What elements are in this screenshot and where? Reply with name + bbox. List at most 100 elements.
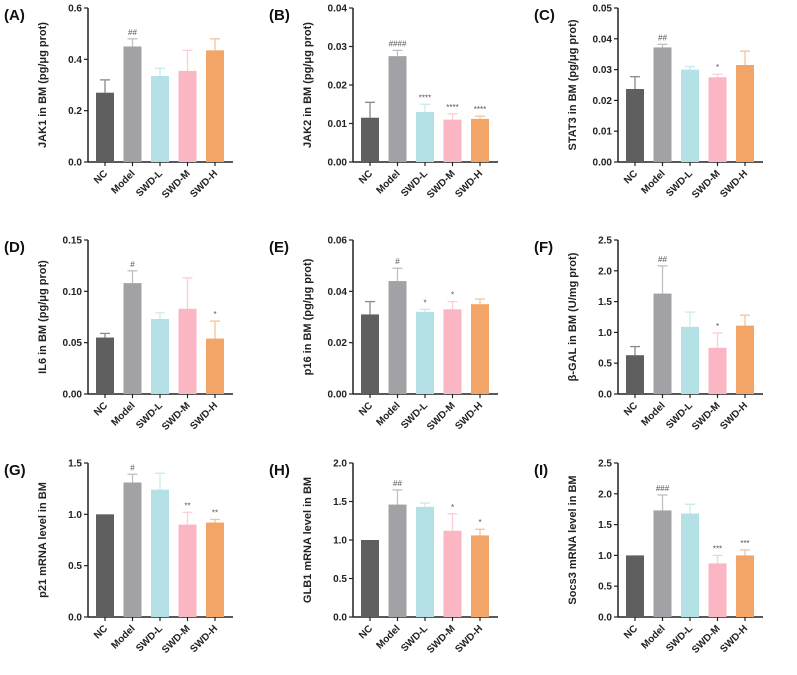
bar-nc [361,117,379,162]
chart-panel-6: (G) p21 mRNA level in BM 0.0 0.5 1.0 1.5 NC # Mo… [4,459,233,656]
bar-nc [626,555,644,617]
x-tick-label: NC [622,623,640,641]
x-tick-label: NC [622,400,640,418]
bar-nc [96,514,114,617]
x-tick-label: SWD-M [690,623,723,656]
y-tick-label: 0.5 [598,359,612,370]
bar-swd-m [443,309,462,394]
bar-swd-h [206,338,224,394]
y-tick-label: 2.5 [598,236,612,247]
bar-model [388,281,407,394]
y-tick-label: 1.5 [598,520,612,531]
y-tick-label: 0.04 [328,4,348,15]
chart-panel-7: (H) GLB1 mRNA level in BM 0.0 0.5 1.0 1.5 2.0 N… [269,459,498,656]
y-tick-label: 0.10 [63,287,83,298]
significance-mark: * [716,322,719,331]
bar-swd-m [178,308,197,394]
significance-mark: ## [128,28,137,37]
y-tick-label: 0.00 [593,158,613,169]
x-tick-label: Model [109,623,137,651]
bar-swd-l [681,326,699,394]
bar-nc [361,540,379,617]
y-axis-label: JAK1 in BM (pg/μg prot) [37,22,49,148]
significance-mark: ## [658,33,667,42]
bar-nc [361,314,379,394]
chart-panel-8: (I) Socs3 mRNA level in BM 0.0 0.5 1.0 1.5 2.0… [534,459,763,656]
x-tick-label: NC [622,168,640,186]
y-tick-label: 0.05 [63,338,83,349]
y-tick-label: 0.00 [328,158,348,169]
x-tick-label: SWD-H [718,168,750,200]
chart-panel-2: (C) STAT3 in BM (pg/μg prot) 0.00 0.01 0.02 0… [534,4,763,201]
significance-mark: #### [389,39,407,48]
y-tick-label: 0.00 [63,390,83,401]
bar-swd-m [443,119,462,162]
x-tick-label: SWD-M [160,623,193,656]
y-tick-label: 0.03 [593,65,613,76]
x-tick-label: SWD-H [453,623,485,655]
significance-mark: * [451,291,454,300]
bar-swd-l [416,311,434,394]
bar-swd-h [471,118,489,162]
y-axis-label: p16 in BM (pg/μg prot) [302,258,314,375]
y-tick-label: 1.0 [598,551,612,562]
bar-swd-l [416,111,434,162]
bar-swd-m [708,77,727,162]
y-tick-label: 0.0 [333,613,347,624]
bar-swd-l [151,319,169,394]
panel-label: (F) [534,239,553,256]
significance-mark: ** [212,508,218,517]
panel-label: (A) [4,7,25,24]
significance-mark: ** [184,501,190,510]
y-axis-label: JAK2 in BM (pg/μg prot) [302,22,314,148]
bar-model [123,482,142,617]
significance-mark: * [716,63,719,72]
x-tick-label: SWD-M [425,623,458,656]
y-tick-label: 0.06 [328,236,348,247]
bar-swd-l [416,506,434,617]
y-tick-label: 1.5 [598,297,612,308]
y-tick-label: 0.0 [68,158,82,169]
y-tick-label: 0.03 [328,42,348,53]
y-tick-label: 0.04 [593,34,613,45]
bar-swd-m [178,70,197,162]
y-tick-label: 2.5 [598,459,612,470]
x-tick-label: SWD-H [718,400,750,432]
significance-mark: * [213,310,216,319]
x-tick-label: Model [109,168,137,196]
significance-mark: # [130,260,135,269]
panel-label: (I) [534,462,548,479]
chart-panel-0: (A) JAK1 in BM (pg/μg prot) 0.0 0.2 0.4 0.6 NC… [4,4,233,201]
x-tick-label: Model [639,623,667,651]
y-tick-label: 0.02 [593,96,613,107]
significance-mark: **** [419,93,431,102]
x-tick-label: Model [639,400,667,428]
bar-swd-h [206,50,224,162]
chart-panel-4: (E) p16 in BM (pg/μg prot) 0.00 0.02 0.04 0.0… [269,236,498,433]
chart-panel-3: (D) IL6 in BM (pg/μg prot) 0.00 0.05 0.10 0.1… [4,236,233,433]
y-tick-label: 0.5 [333,574,347,585]
y-tick-label: 2.0 [333,459,347,470]
y-tick-label: 2.0 [598,489,612,500]
y-axis-label: GLB1 mRNA level in BM [302,477,314,603]
significance-mark: *** [713,544,722,553]
y-tick-label: 0.01 [328,119,348,130]
bar-swd-h [736,325,754,394]
y-tick-label: 0.0 [68,613,82,624]
x-tick-label: NC [357,400,375,418]
bar-model [653,293,672,394]
x-tick-label: NC [92,168,110,186]
y-tick-label: 0.0 [598,390,612,401]
bar-swd-h [206,522,224,617]
y-axis-label: p21 mRNA level in BM [37,482,49,598]
panel-label: (G) [4,462,26,479]
significance-mark: * [423,298,426,307]
y-tick-label: 1.5 [68,459,82,470]
x-tick-label: Model [109,400,137,428]
significance-mark: **** [474,105,486,114]
x-tick-label: SWD-H [453,400,485,432]
x-tick-label: SWD-M [160,400,193,433]
x-tick-label: NC [357,623,375,641]
panel-label: (H) [269,462,290,479]
x-tick-label: SWD-M [690,400,723,433]
